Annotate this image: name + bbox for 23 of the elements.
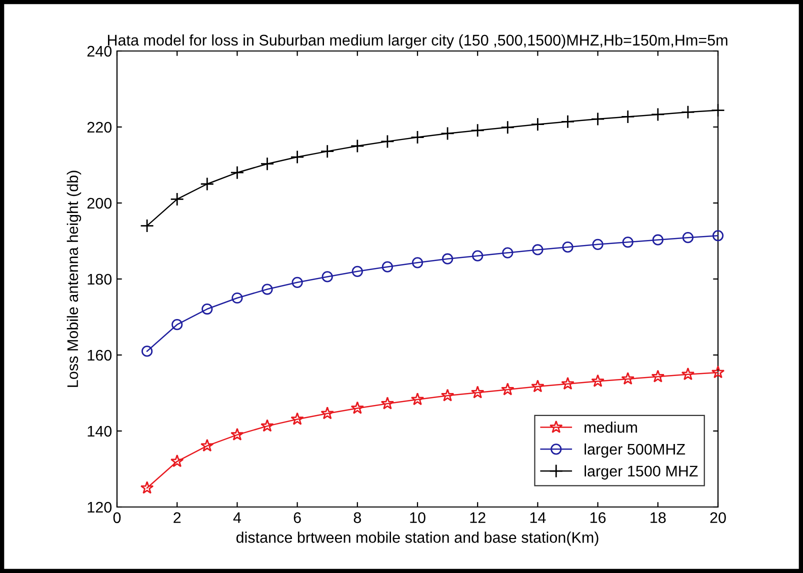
x-tick-label: 8	[354, 512, 361, 524]
y-tick-label: 180	[88, 274, 112, 285]
x-tick-label: 18	[650, 512, 666, 524]
x-axis-title: distance brtween mobile station and base station(Km)	[236, 532, 598, 546]
x-tick-label: 2	[174, 512, 181, 523]
legend-label: larger 1500 MHZ	[584, 465, 698, 480]
legend-label: medium	[584, 422, 637, 433]
x-tick-label: 10	[410, 512, 426, 524]
x-tick-label: 20	[710, 512, 726, 524]
y-tick-label: 120	[88, 502, 112, 513]
x-tick-label: 4	[233, 512, 241, 523]
x-tick-label: 12	[470, 512, 486, 523]
y-axis-title: Loss Mobile antenna height (db)	[66, 170, 82, 387]
x-tick-label: 0	[113, 512, 121, 524]
x-tick-label: 14	[530, 512, 546, 523]
legend-label: larger 500MHZ	[584, 443, 686, 458]
x-tick-label: 16	[590, 512, 606, 524]
y-tick-label: 200	[87, 198, 112, 209]
y-tick-label: 240	[87, 46, 112, 57]
y-tick-label: 140	[88, 426, 112, 437]
x-tick-label: 6	[294, 512, 301, 524]
y-tick-label: 220	[87, 122, 112, 133]
y-tick-label: 160	[88, 350, 112, 361]
